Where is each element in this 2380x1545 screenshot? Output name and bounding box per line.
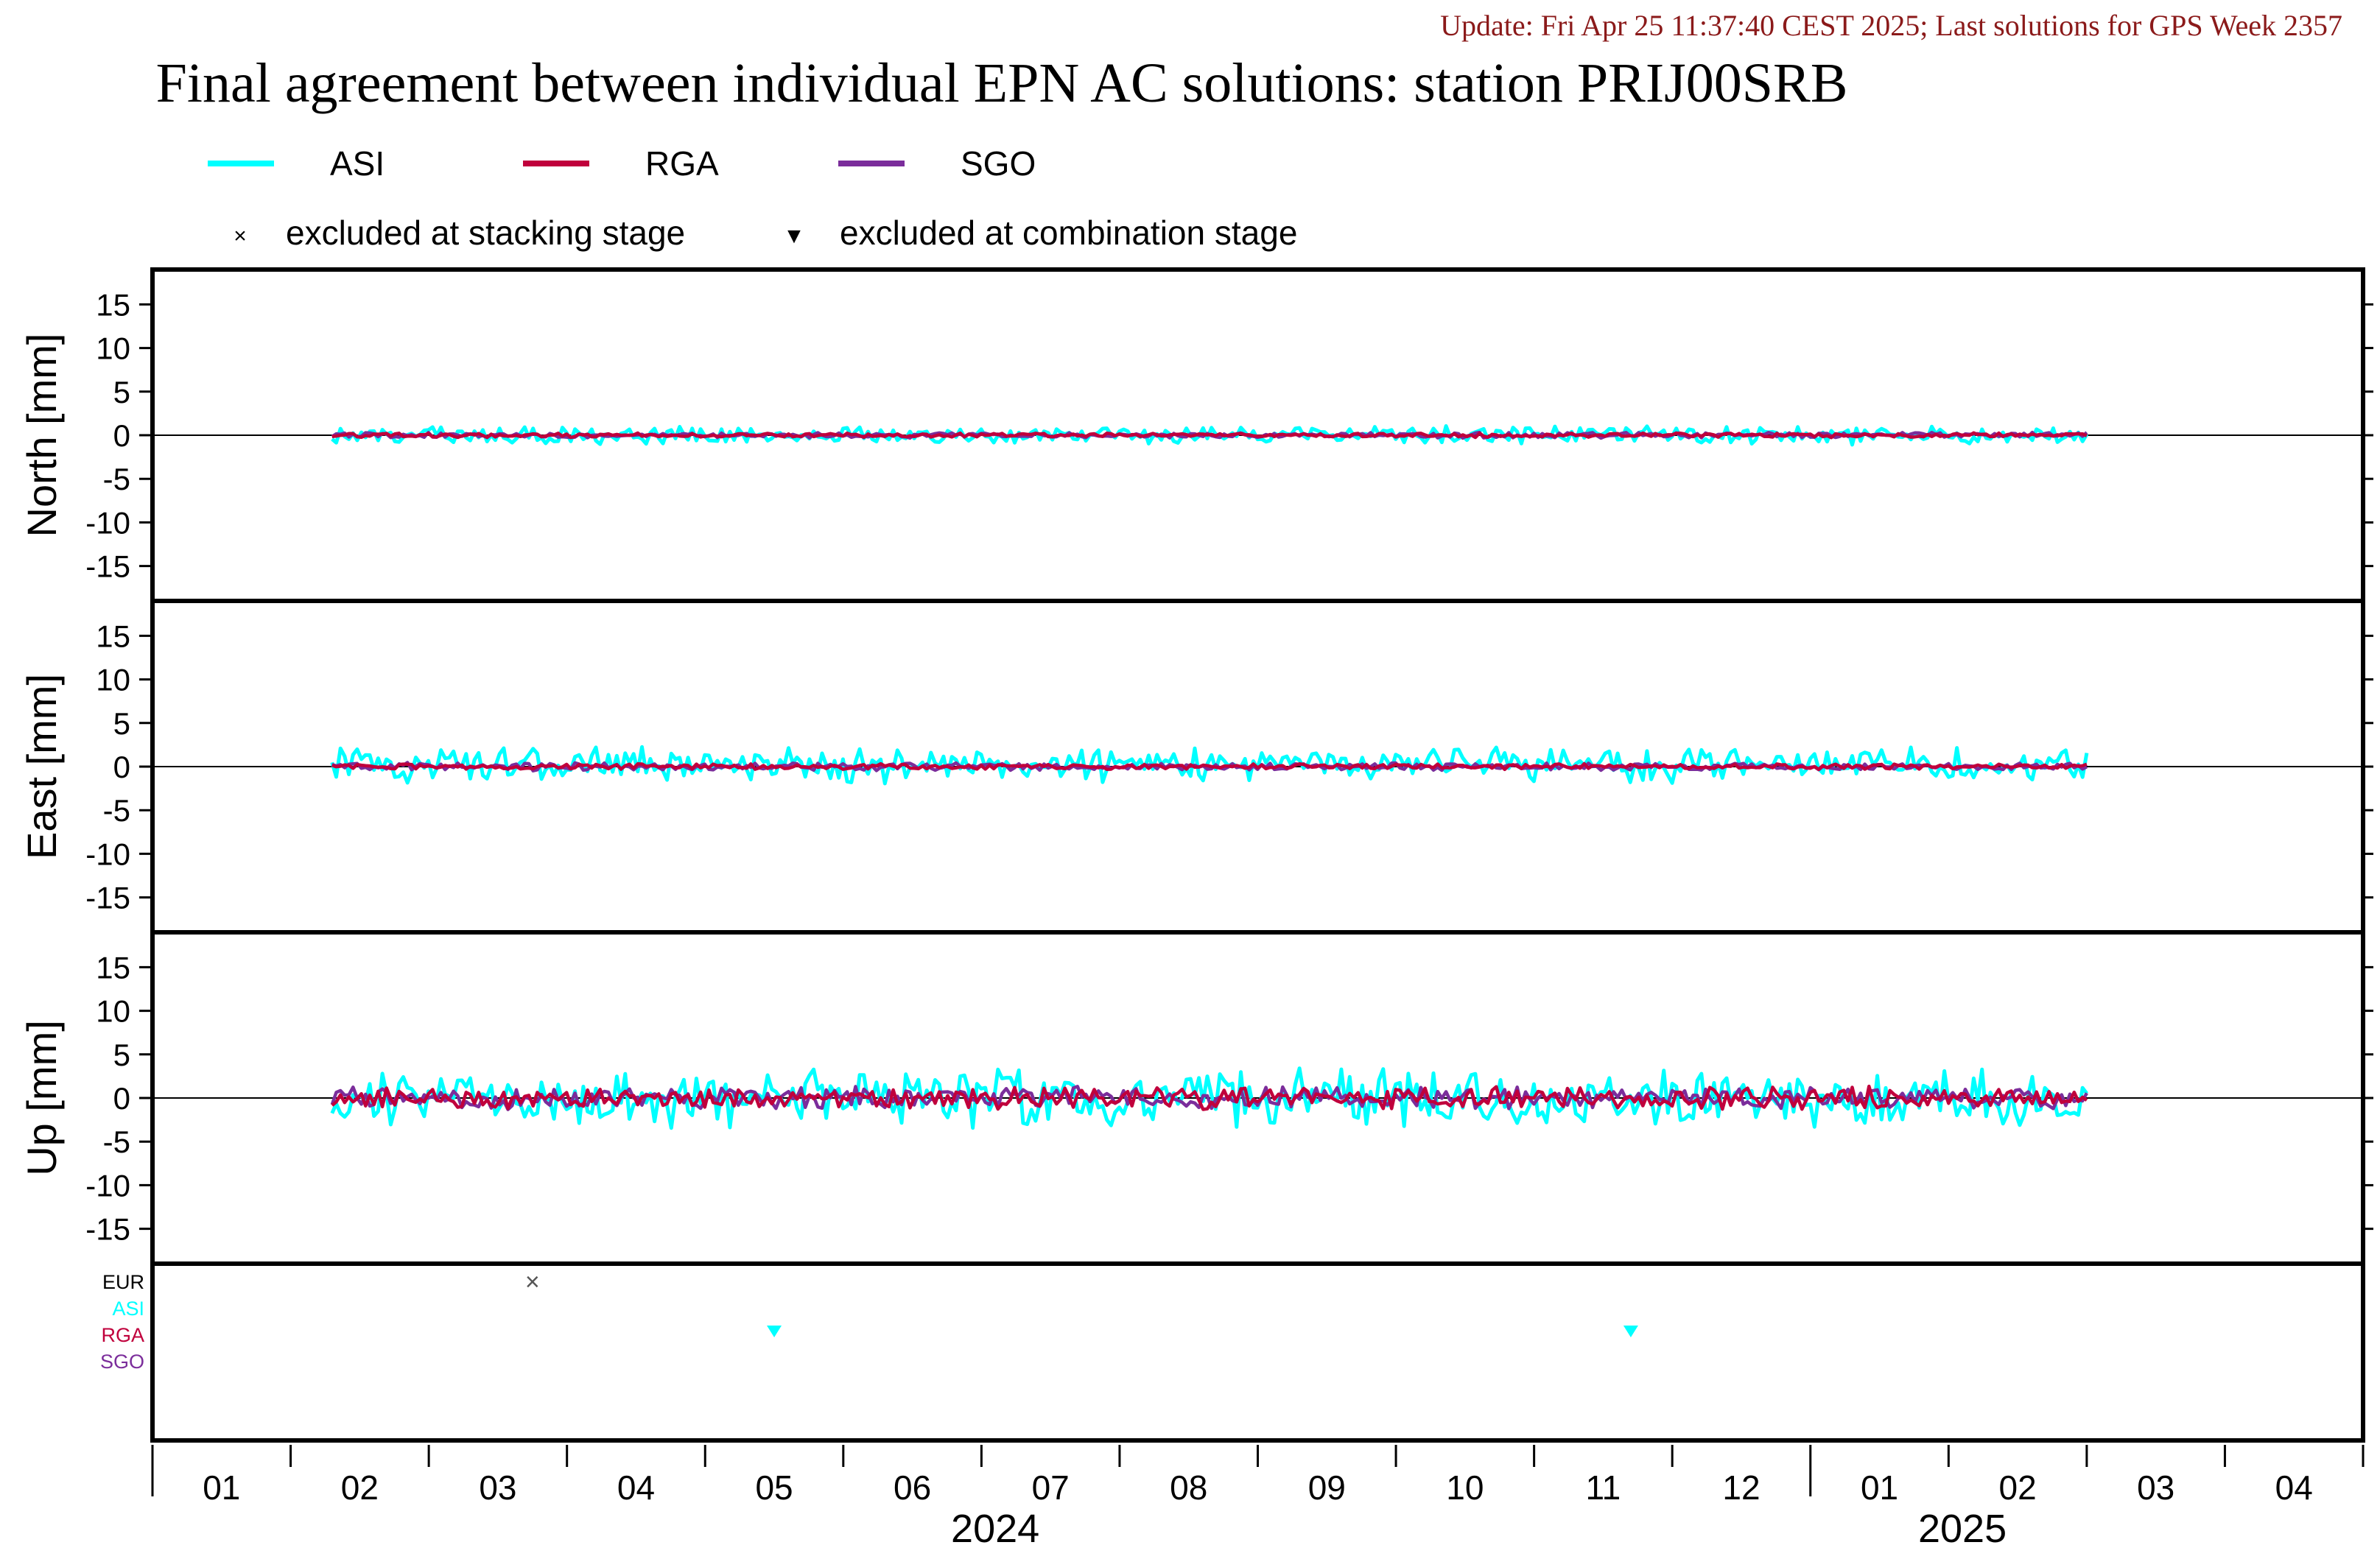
series-line-sgo — [330, 1085, 2088, 1111]
x-tick-label: 07 — [1032, 1468, 1070, 1507]
x-tick-label: 05 — [755, 1468, 793, 1507]
series-line-rga — [331, 431, 2088, 440]
y-tick-label: -5 — [103, 462, 130, 496]
exclusion-panel: EUR ASI RGA SGO × — [100, 1261, 2365, 1443]
legend-label-sgo: SGO — [961, 144, 1036, 183]
y-tick-label: 5 — [113, 706, 130, 741]
y-tick-label: -10 — [85, 505, 130, 540]
legend-marker-label-combination: excluded at combination stage — [840, 214, 1297, 252]
y-tick-label: 10 — [96, 994, 130, 1029]
panel-east: 15 10 5 0 -5 -10 -15 East [mm] — [18, 599, 2373, 935]
legend-marker-symbol-stacking: × — [234, 224, 247, 248]
exclusion-frame — [150, 1261, 2365, 1443]
y-tick-label: 5 — [113, 375, 130, 409]
y-tick-label: -15 — [85, 1212, 130, 1247]
y-axis-label: East [mm] — [18, 674, 65, 859]
y-axis-label: North [mm] — [18, 334, 65, 538]
x-tick-label: 10 — [1446, 1468, 1484, 1507]
x-tick-label: 04 — [2275, 1468, 2313, 1507]
y-tick-label: -10 — [85, 1168, 130, 1203]
y-tick-label: -5 — [103, 793, 130, 828]
x-tick-label: 11 — [1586, 1468, 1621, 1507]
x-tick-label: 03 — [479, 1468, 516, 1507]
y-tick-label: -15 — [85, 549, 130, 584]
y-tick-label: 10 — [96, 331, 130, 366]
x-tick-label: 06 — [894, 1468, 931, 1507]
y-tick-label: -5 — [103, 1125, 130, 1159]
y-tick-label: 15 — [96, 950, 130, 985]
legend-label-asi: ASI — [330, 144, 385, 183]
plot-panels: 15 10 5 0 -5 -10 -15 North [mm] 15 10 5 0 -5 -10 -15 Ea… — [18, 267, 2373, 1266]
exclusion-row-rga: RGA — [101, 1324, 144, 1346]
exclusion-row-asi: ASI — [112, 1298, 144, 1320]
time-axis: 01 02 03 04 05 06 07 08 09 10 11 12 01 02 03 04 2024 2025 — [151, 1445, 2365, 1545]
combination-exclusion-mark — [767, 1326, 782, 1337]
x-tick-label: 02 — [1999, 1468, 2037, 1507]
y-tick-label: 0 — [113, 750, 130, 784]
y-tick-label: 0 — [113, 1081, 130, 1116]
y-tick-label: -10 — [85, 837, 130, 871]
x-tick-label: 01 — [1861, 1468, 1898, 1507]
exclusion-row-sgo: SGO — [100, 1351, 144, 1373]
combination-exclusion-mark — [1623, 1326, 1638, 1337]
x-tick-label: 02 — [341, 1468, 379, 1507]
chart-title: Final agreement between individual EPN A… — [156, 52, 1848, 114]
y-tick-label: 10 — [96, 663, 130, 697]
y-tick-label: -15 — [85, 881, 130, 915]
y-tick-label: 0 — [113, 418, 130, 453]
x-tick-label: 08 — [1170, 1468, 1207, 1507]
x-tick-label: 01 — [203, 1468, 240, 1507]
y-tick-label: 15 — [96, 619, 130, 653]
y-tick-label: 15 — [96, 287, 130, 322]
panel-up: 15 10 5 0 -5 -10 -15 Up [mm] — [18, 930, 2373, 1266]
stacking-exclusion-mark: × — [525, 1268, 540, 1296]
panel-north: 15 10 5 0 -5 -10 -15 North [mm] — [18, 267, 2373, 603]
x-tick-label: 12 — [1722, 1468, 1760, 1507]
y-axis-label: Up [mm] — [18, 1020, 65, 1176]
exclusion-row-eur: EUR — [102, 1271, 144, 1293]
y-tick-label: 5 — [113, 1038, 130, 1072]
legend-label-rga: RGA — [645, 144, 719, 183]
legend-marker-label-stacking: excluded at stacking stage — [286, 214, 685, 252]
year-label-2025: 2025 — [1918, 1507, 2007, 1545]
legend-marker-symbol-combination: ▼ — [783, 224, 805, 248]
update-timestamp: Update: Fri Apr 25 11:37:40 CEST 2025; L… — [1440, 9, 2342, 42]
x-tick-label: 03 — [2137, 1468, 2174, 1507]
x-tick-label: 04 — [617, 1468, 655, 1507]
series-line-rga — [331, 761, 2088, 772]
legend: ASI RGA SGO × excluded at stacking stage ▼ exc… — [208, 144, 1297, 252]
year-label-2024: 2024 — [951, 1507, 1039, 1545]
x-tick-label: 09 — [1308, 1468, 1346, 1507]
series-line-rga — [331, 1084, 2088, 1111]
